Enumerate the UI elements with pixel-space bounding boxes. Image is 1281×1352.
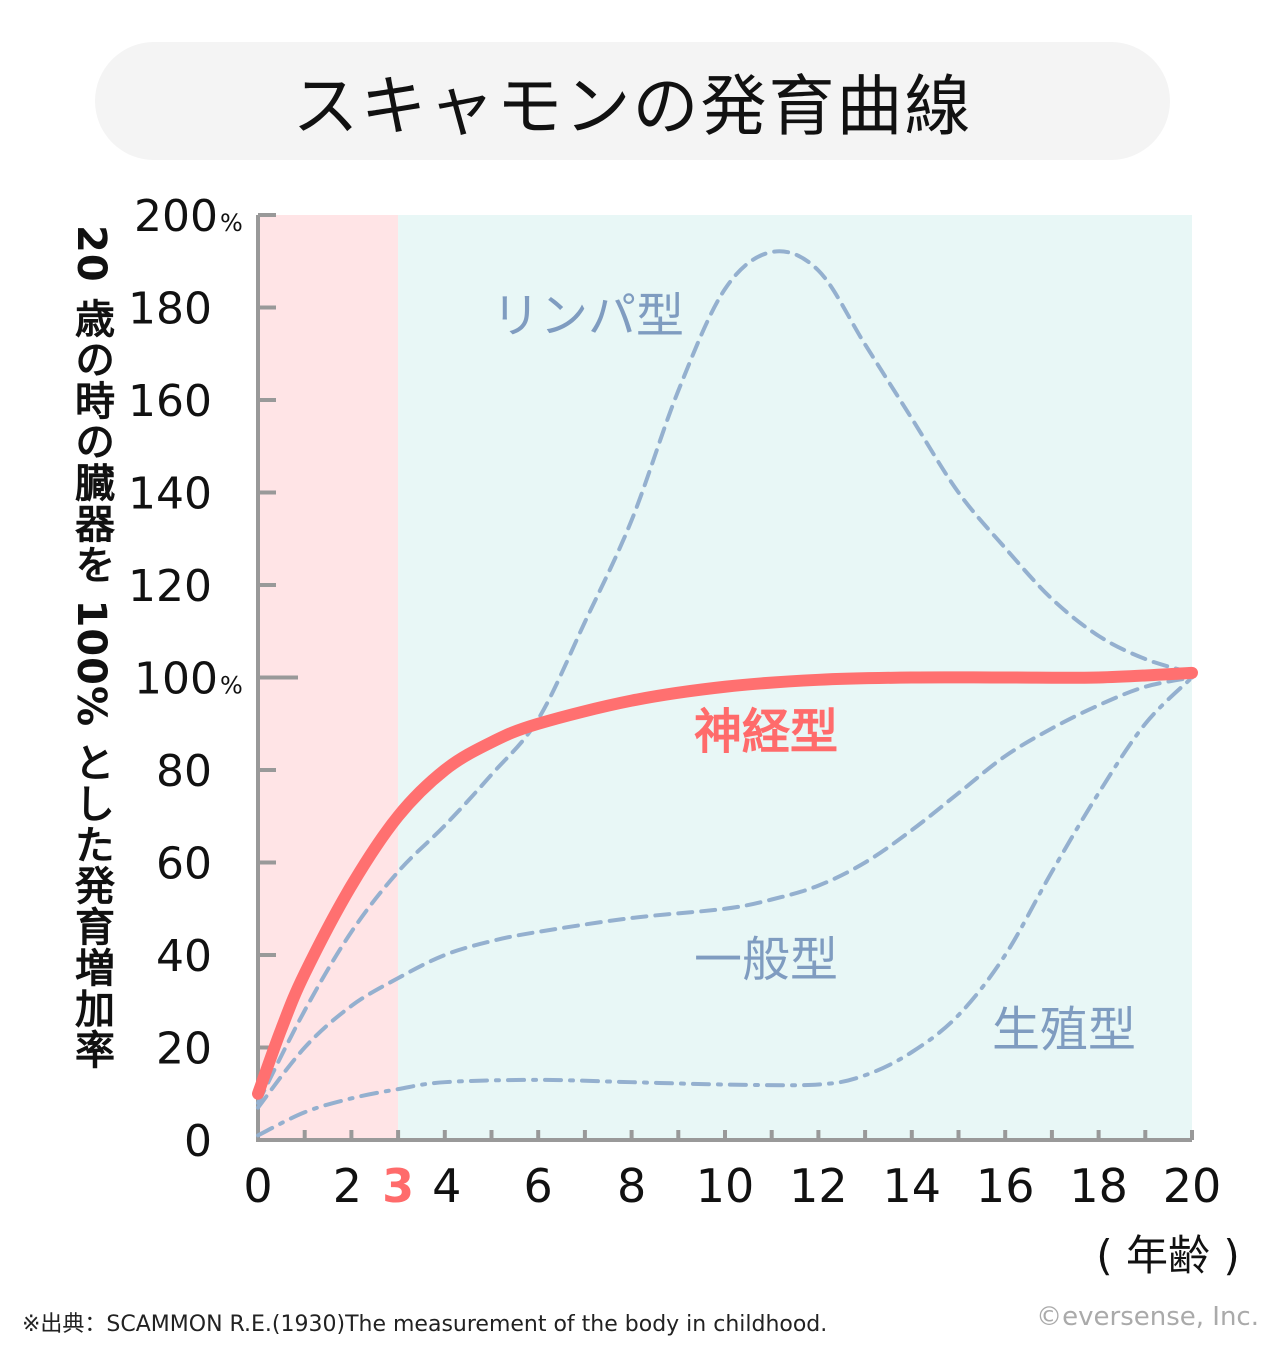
- series-line-0: [256, 249, 1194, 1105]
- x-tick-label: 2: [333, 1159, 362, 1213]
- y-tick-label: 140: [128, 469, 212, 520]
- y-tick-label: 60: [156, 839, 212, 890]
- x-tick-label: 20: [1163, 1159, 1222, 1213]
- y-tick-label: 200: [134, 191, 218, 242]
- y-tick-label: 80: [156, 746, 212, 797]
- series-label: リンパ型: [492, 288, 684, 344]
- x-tick-label: 4: [432, 1159, 461, 1213]
- y-axis-label: 20 歳の時の臓器を 100% とした発育増加率: [68, 225, 114, 1071]
- copyright: ©eversense, Inc.: [1036, 1302, 1259, 1332]
- series-label: 神経型: [694, 704, 838, 760]
- x-tick-label: 18: [1069, 1159, 1128, 1213]
- source-note: ※出典：SCAMMON R.E.(1930)The measurement of…: [22, 1312, 828, 1337]
- y-tick-label: 0: [184, 1116, 212, 1167]
- x-tick-label: 6: [524, 1159, 553, 1213]
- x-tick-label: 0: [243, 1159, 272, 1213]
- percent-suffix: %: [220, 209, 243, 237]
- y-tick-label: 160: [128, 376, 212, 427]
- series-line-1: [252, 666, 1198, 1100]
- title-banner: スキャモンの発育曲線: [95, 42, 1170, 160]
- x-tick-label: 8: [617, 1159, 646, 1213]
- chart-title: スキャモンの発育曲線: [292, 68, 973, 145]
- y-tick-label: 20: [156, 1024, 212, 1075]
- x-axis-label: ( 年齢 ): [1096, 1231, 1239, 1280]
- y-tick-label: 40: [156, 931, 212, 982]
- series-line-2: [256, 675, 1194, 1110]
- x-tick-label: 14: [883, 1159, 942, 1213]
- series-label: 一般型: [694, 932, 838, 988]
- x-tick-label: 3: [382, 1159, 414, 1213]
- x-tick-label: 12: [789, 1159, 848, 1213]
- y-tick-label: 180: [128, 284, 212, 335]
- series-label: 生殖型: [992, 1002, 1136, 1058]
- y-tick-label: 100: [134, 654, 218, 705]
- x-tick-label: 10: [696, 1159, 755, 1213]
- y-tick-label: 120: [128, 561, 212, 612]
- percent-suffix: %: [220, 672, 243, 700]
- series-line-3: [256, 675, 1194, 1138]
- x-tick-label: 16: [976, 1159, 1035, 1213]
